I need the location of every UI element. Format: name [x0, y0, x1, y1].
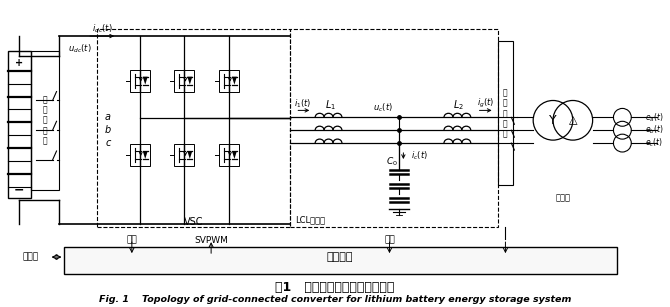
Text: 控制系统: 控制系统	[327, 252, 353, 262]
Text: $u_c(t)$: $u_c(t)$	[373, 101, 393, 114]
Text: SVPWM: SVPWM	[194, 236, 228, 245]
Polygon shape	[188, 77, 192, 85]
Bar	[498, 41, 513, 185]
Text: LCL滤波器: LCL滤波器	[295, 215, 326, 224]
Text: $e_c(t)$: $e_c(t)$	[645, 137, 663, 149]
Text: VSC: VSC	[184, 217, 203, 227]
Text: $L_1$: $L_1$	[324, 99, 336, 112]
Text: $C_0$: $C_0$	[385, 156, 397, 168]
Bar	[130, 70, 149, 91]
Bar	[8, 51, 31, 198]
Bar	[219, 70, 239, 91]
Text: $e_b(t)$: $e_b(t)$	[645, 124, 664, 137]
Text: Y: Y	[549, 114, 557, 127]
Text: 图1   锂电池储能并网变换器结构: 图1 锂电池储能并网变换器结构	[275, 281, 395, 294]
Polygon shape	[188, 151, 192, 159]
Text: 采样: 采样	[384, 235, 395, 244]
Polygon shape	[143, 77, 147, 85]
Polygon shape	[232, 151, 237, 159]
Bar	[130, 144, 149, 166]
Text: 上位机: 上位机	[23, 253, 39, 262]
Bar	[219, 144, 239, 166]
Text: 制
控
器
触
接: 制 控 器 触 接	[42, 95, 47, 146]
Text: 制
控
器
触
接: 制 控 器 触 接	[503, 88, 508, 139]
Text: $i_c(t)$: $i_c(t)$	[411, 150, 428, 162]
Text: 变压器: 变压器	[555, 193, 570, 202]
Text: $e_a(t)$: $e_a(t)$	[645, 111, 664, 124]
Text: 采样: 采样	[127, 235, 137, 244]
Text: Fig. 1    Topology of grid-connected converter for lithium battery energy storag: Fig. 1 Topology of grid-connected conver…	[98, 295, 572, 304]
Text: a: a	[105, 112, 111, 122]
Bar	[31, 51, 58, 190]
Text: $i_g(t)$: $i_g(t)$	[477, 97, 494, 110]
Bar	[97, 29, 290, 227]
Bar	[174, 70, 194, 91]
Text: $i_{dc}(t)$: $i_{dc}(t)$	[92, 23, 113, 35]
Text: −: −	[13, 183, 24, 196]
Text: $L_2$: $L_2$	[454, 99, 464, 112]
Bar	[64, 247, 618, 274]
Text: c: c	[105, 138, 111, 148]
Bar	[290, 29, 498, 227]
Bar	[174, 144, 194, 166]
Text: $u_{dc}(t)$: $u_{dc}(t)$	[68, 43, 92, 55]
Polygon shape	[232, 77, 237, 85]
Text: $i_1(t)$: $i_1(t)$	[293, 97, 311, 110]
Text: b: b	[105, 125, 111, 135]
Text: △: △	[569, 115, 577, 125]
Polygon shape	[143, 151, 147, 159]
Text: +: +	[15, 58, 23, 68]
